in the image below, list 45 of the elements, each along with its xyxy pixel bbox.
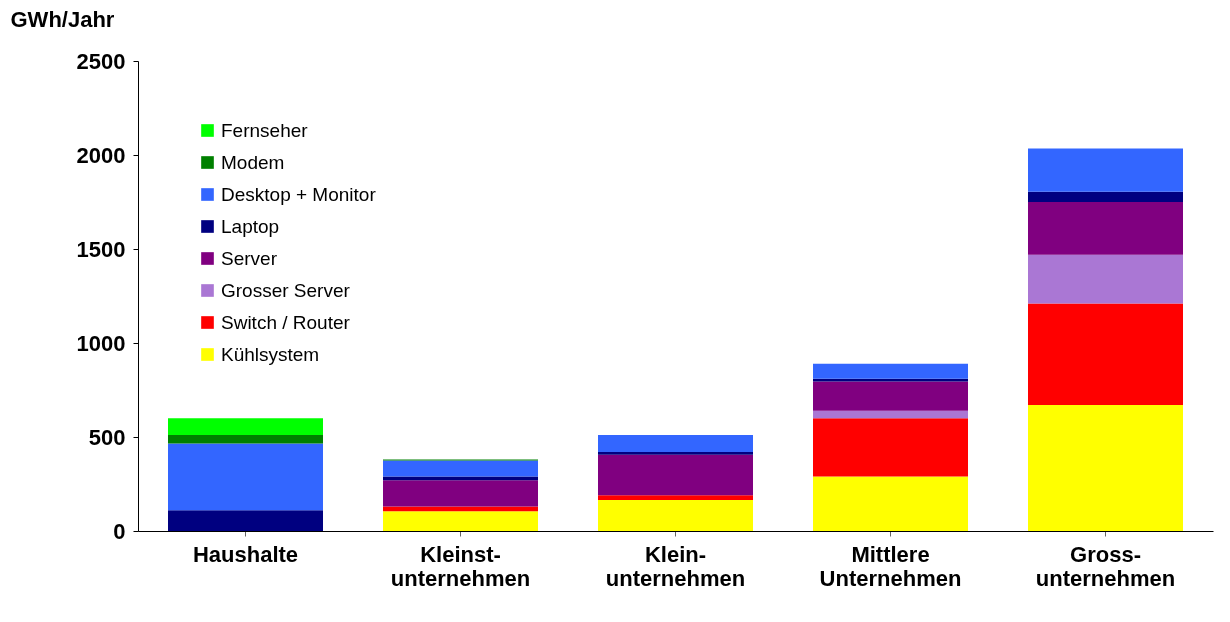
y-axis-title: GWh/Jahr	[10, 6, 115, 32]
y-tick-label: 1000	[76, 330, 126, 356]
bar	[1028, 191, 1183, 202]
y-tick-label: 500	[88, 424, 126, 450]
bar	[598, 499, 753, 531]
legend-label: Grosser Server	[221, 279, 351, 301]
bar	[813, 418, 968, 477]
legend-label: Fernseher	[221, 119, 309, 141]
legend-label: Kühlsystem	[221, 343, 320, 365]
bar	[1028, 148, 1183, 192]
bar	[168, 435, 323, 444]
bar	[813, 476, 968, 531]
bar	[168, 443, 323, 511]
bar	[168, 418, 323, 436]
bar	[598, 454, 753, 496]
bar	[813, 363, 968, 379]
bar	[1028, 405, 1183, 531]
bar	[598, 495, 753, 500]
bar	[813, 410, 968, 419]
legend-label: Laptop	[221, 215, 280, 237]
bar	[383, 480, 538, 507]
bar	[383, 511, 538, 531]
bar	[598, 435, 753, 453]
y-tick-label: 0	[113, 518, 126, 544]
bar	[1028, 254, 1183, 304]
x-tick-label: Mittlere Unternehmen	[819, 541, 962, 591]
bar	[168, 510, 323, 531]
y-tick-label: 2000	[76, 142, 126, 168]
bar	[813, 378, 968, 382]
legend-label: Switch / Router	[221, 311, 351, 333]
x-tick-label: Haushalte	[192, 541, 299, 567]
bar	[1028, 202, 1183, 255]
bar	[383, 476, 538, 481]
bar	[598, 452, 753, 455]
legend-label: Server	[221, 247, 278, 269]
x-tick-label: Kleinst- unternehmen	[390, 541, 531, 591]
bar	[1028, 303, 1183, 406]
bar	[383, 460, 538, 477]
x-tick-label: Klein- unternehmen	[605, 541, 746, 591]
x-tick-label: Gross- unternehmen	[1035, 541, 1176, 591]
legend-label: Modem	[221, 151, 285, 173]
legend-label: Desktop + Monitor	[221, 183, 377, 205]
y-tick-label: 1500	[76, 236, 126, 262]
y-tick-label: 2500	[76, 48, 126, 74]
bar	[813, 381, 968, 411]
